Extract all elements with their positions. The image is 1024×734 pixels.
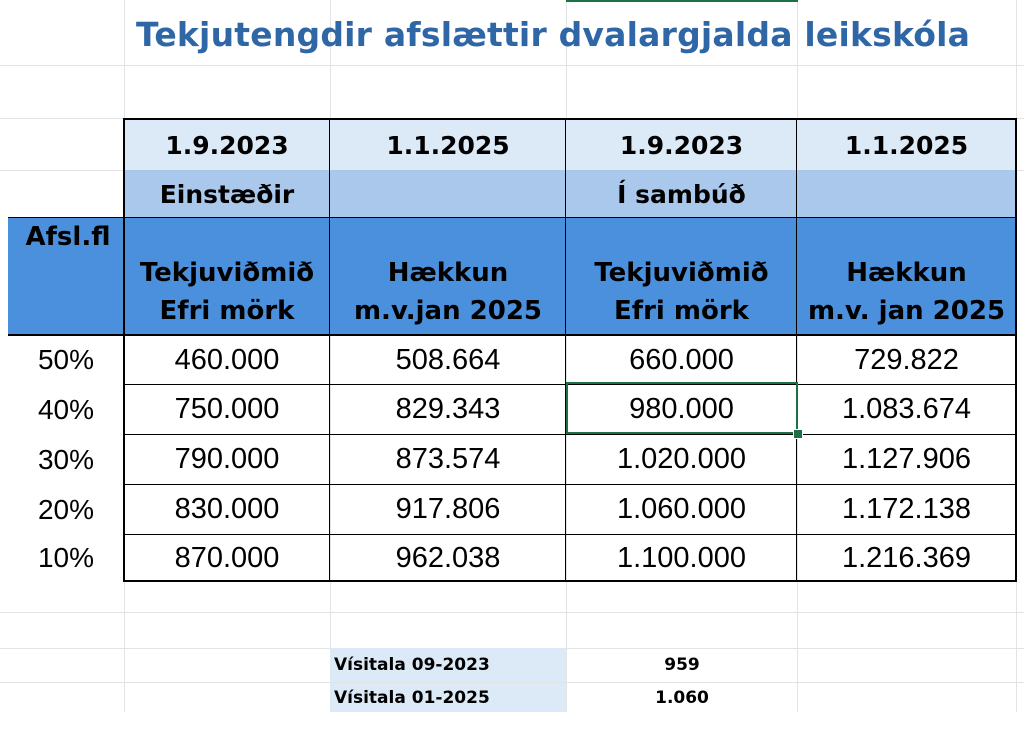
table-cell[interactable]: 1.060.000 [616,493,746,525]
discount-pct-cell[interactable]: 50% [37,344,95,375]
discount-pct-cell[interactable]: 10% [37,542,95,573]
discount-pct-cell[interactable]: 40% [37,393,95,425]
group-header-empty[interactable] [330,170,566,218]
column-header-line: Hækkun [846,258,967,288]
table-cell[interactable]: 830.000 [174,493,280,525]
table-cell[interactable]: 729.822 [854,343,959,376]
table-border [8,334,1016,336]
table-cell[interactable]: 917.806 [395,493,501,525]
column-header-line: Tekjuviðmið [594,258,769,288]
fill-handle[interactable] [793,429,803,439]
column-header-line: Efri mörk [614,296,749,326]
column-header-line: m.v. jan 2025 [807,296,1006,326]
table-border [565,118,566,582]
group-header-empty[interactable] [797,170,1016,218]
table-cell[interactable]: 460.000 [174,343,280,376]
gridline [0,612,1024,613]
table-cell[interactable]: 829.343 [395,393,501,425]
table-border [1015,118,1017,582]
gridline [0,65,1024,66]
column-header-label: Afsl.fl [25,222,111,252]
table-cell[interactable]: 750.000 [174,393,280,425]
table-cell[interactable]: 870.000 [174,541,280,574]
discount-pct-cell[interactable]: 30% [37,443,95,475]
table-cell[interactable]: 1.216.369 [841,541,971,574]
table-border [796,118,797,582]
table-cell[interactable]: 962.038 [395,541,501,574]
selected-table-cell[interactable]: 980.000 [629,393,734,425]
column-header-line: Efri mörk [159,296,295,326]
column-header-line: Tekjuviðmið [139,258,315,288]
date-header-3[interactable]: 1.9.2023 [566,120,797,170]
table-border [124,484,1016,485]
table-cell[interactable]: 660.000 [629,343,734,376]
column-header-income-couple[interactable]: Tekjuviðmið Efri mörk [566,218,797,334]
index-value-cell[interactable]: 959 [664,655,700,675]
column-header-increase-couple[interactable]: Hækkun m.v. jan 2025 [797,218,1016,334]
index-value-cell[interactable]: 1.060 [655,687,709,708]
gridline [0,682,1024,683]
date-header-4[interactable]: 1.1.2025 [797,120,1016,170]
table-cell[interactable]: 1.020.000 [616,443,746,475]
table-border [124,384,1016,385]
column-header-line: m.v.jan 2025 [353,296,543,326]
column-header-discount-class[interactable]: Afsl.fl [8,218,124,334]
active-column-indicator [566,0,798,2]
group-header-couple[interactable]: Í sambúð [566,170,797,218]
table-border [124,534,1016,535]
table-border [124,580,1016,582]
column-header-income-single[interactable]: Tekjuviðmið Efri mörk [124,218,330,334]
date-header-2[interactable]: 1.1.2025 [330,120,566,170]
table-cell[interactable]: 1.083.674 [841,393,971,425]
sheet-title[interactable]: Tekjutengdir afslættir dvalargjalda leik… [136,15,971,54]
date-header-1[interactable]: 1.9.2023 [124,120,330,170]
gridline [566,0,567,712]
column-header-line: Hækkun [387,258,509,288]
column-header-increase-single[interactable]: Hækkun m.v.jan 2025 [330,218,566,334]
discount-pct-cell[interactable]: 20% [37,493,95,525]
table-cell[interactable]: 873.574 [395,443,501,475]
table-border [8,217,1016,218]
table-border [124,118,1016,120]
table-border [124,434,1016,435]
gridline [330,0,331,712]
table-border [123,118,125,582]
table-cell[interactable]: 1.127.906 [841,443,971,475]
table-cell[interactable]: 1.100.000 [616,541,746,574]
table-cell[interactable]: 508.664 [395,343,501,376]
index-label-cell[interactable]: Vísitala 01-2025 [330,683,566,712]
table-cell[interactable]: 1.172.138 [841,493,971,525]
cell-selection-outline [566,382,798,434]
index-label-cell[interactable]: Vísitala 09-2023 [330,648,566,682]
group-header-single[interactable]: Einstæðir [124,170,330,218]
table-border [329,118,330,582]
table-cell[interactable]: 790.000 [174,443,280,475]
gridline [797,0,798,712]
